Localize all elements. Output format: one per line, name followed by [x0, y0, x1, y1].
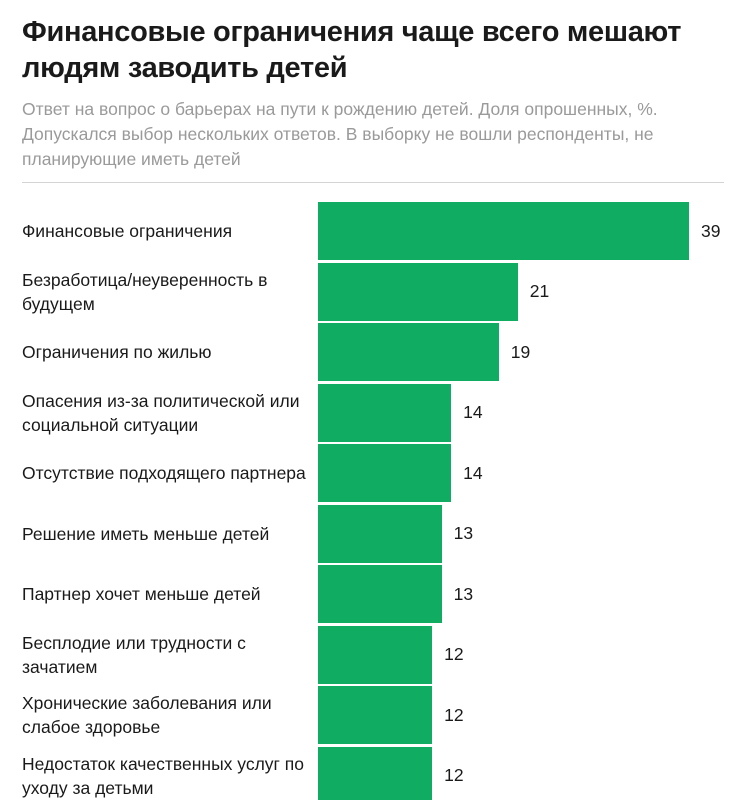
value-label: 12	[444, 765, 464, 785]
bar-row: Ограничения по жилью 19	[0, 323, 748, 383]
divider	[22, 182, 724, 183]
value-label: 13	[453, 523, 474, 543]
bar	[318, 746, 433, 800]
value-label: 14	[463, 402, 483, 422]
bar	[318, 686, 433, 744]
category-label: Ограничения по жилью	[22, 342, 212, 362]
category-label: Решение иметь меньше детей	[22, 523, 270, 544]
value-label: 14	[463, 462, 483, 483]
bar	[318, 504, 442, 563]
category-label: Партнер хочет меньше детей	[22, 584, 261, 604]
bar-row: Финансовые ограничения 39	[0, 202, 748, 262]
bar-row: Безработица/неуверенность в будущем 21	[0, 262, 748, 323]
bar-row: Отсутствие подходящего партнера 14	[0, 444, 748, 504]
value-label: 19	[510, 341, 531, 362]
bar-row: Партнер хочет меньше детей 13	[0, 565, 748, 625]
bar-row: Хронические заболевания или слабое здоро…	[0, 686, 748, 746]
value-label: 13	[453, 583, 474, 604]
bar-row: Недостаток качественных услуг по уходу з…	[0, 746, 748, 800]
bar	[318, 625, 433, 684]
bar-row: Опасения из-за политической или социальн…	[0, 383, 748, 444]
value-label: 21	[529, 281, 550, 301]
category-label: Безработица/неуверенность в будущем	[22, 269, 268, 314]
value-label: 12	[444, 644, 464, 664]
bar	[318, 323, 499, 381]
bar-row: Бесплодие или трудности с зачатием 12	[0, 625, 748, 686]
category-label: Хронические заболевания или слабое здоро…	[22, 693, 272, 737]
category-label: Финансовые ограничения	[22, 221, 233, 241]
category-label: Опасения из-за политической или социальн…	[22, 390, 300, 435]
category-label: Бесплодие или трудности с зачатием	[22, 632, 246, 677]
bar-row: Решение иметь меньше детей 13	[0, 504, 748, 565]
bar	[318, 444, 452, 502]
chart-subtitle: Ответ на вопрос о барьерах на пути к рож…	[22, 99, 658, 169]
bar	[318, 202, 689, 260]
category-label: Отсутствие подходящего партнера	[22, 463, 306, 483]
bar	[318, 383, 452, 442]
value-label: 12	[444, 704, 464, 725]
value-label: 39	[701, 220, 721, 241]
bar	[318, 565, 442, 623]
category-label: Недостаток качественных услуг по уходу з…	[22, 753, 304, 798]
bar	[318, 262, 518, 321]
chart-title: Финансовые ограничения чаще всего мешают…	[22, 16, 682, 84]
